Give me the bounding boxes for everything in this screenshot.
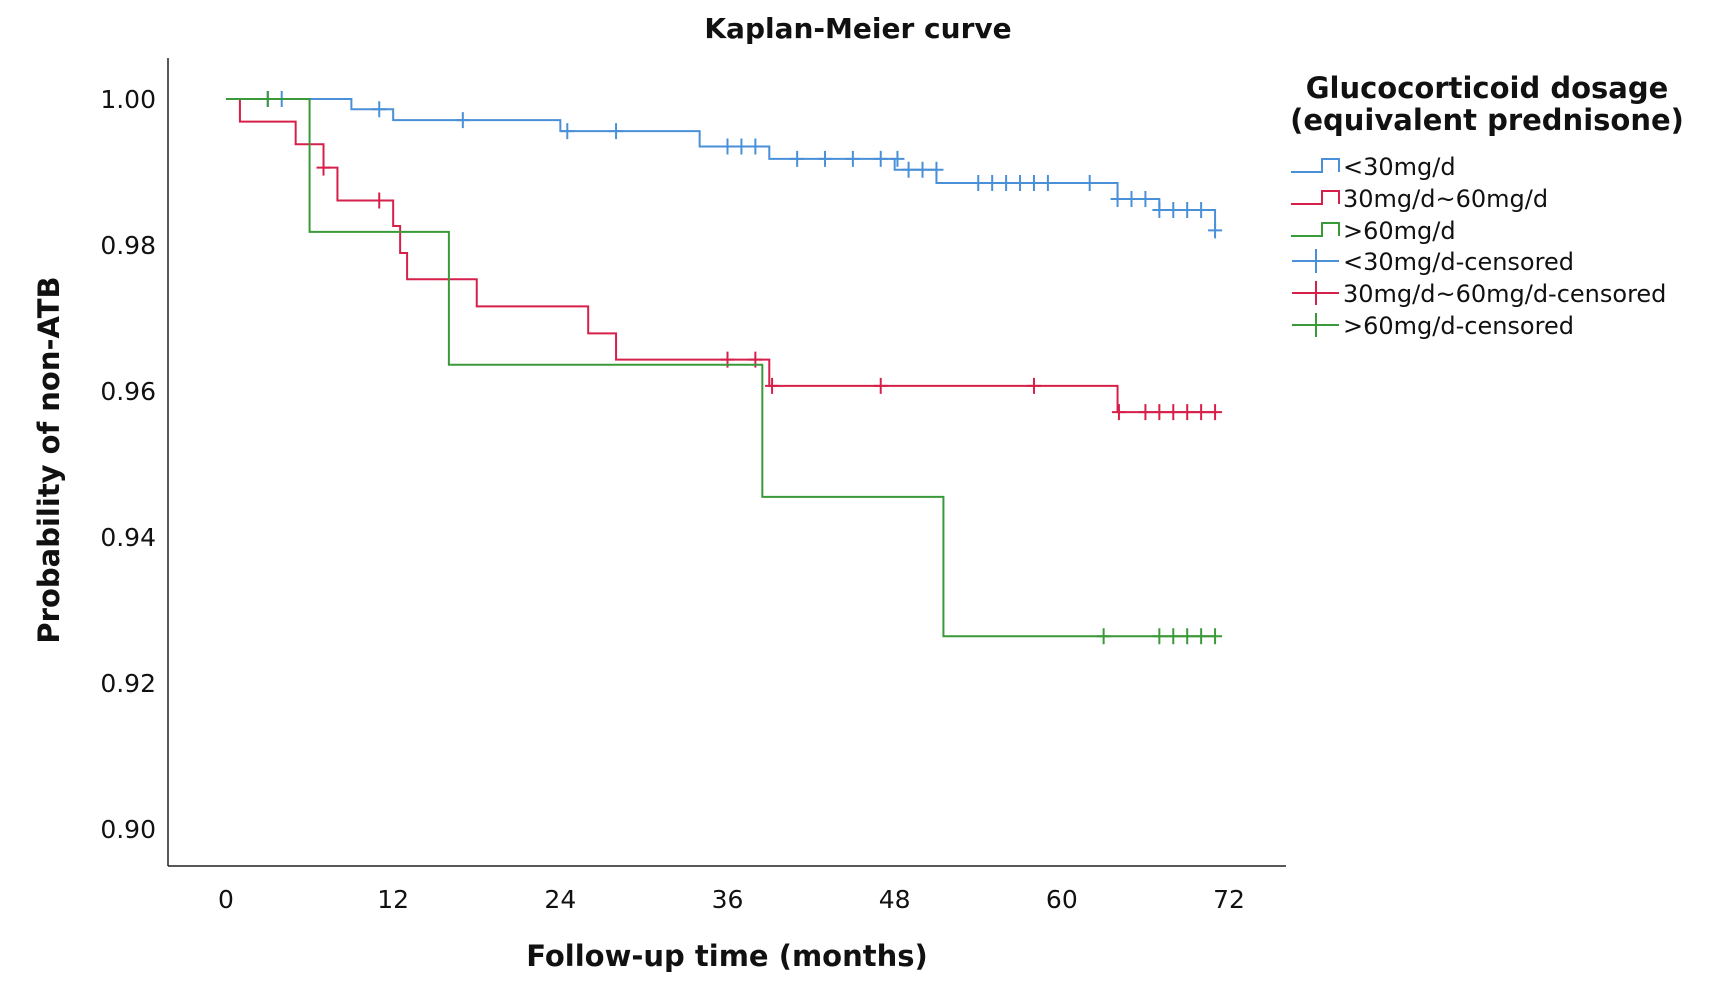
x-tick-label: 36 bbox=[712, 885, 744, 914]
censor-mark bbox=[818, 150, 833, 167]
legend-censor-swatch bbox=[1292, 249, 1339, 273]
legend-entry: >60mg/d-censored bbox=[1292, 312, 1574, 340]
censor-mark bbox=[734, 138, 749, 155]
censor-mark bbox=[748, 138, 763, 155]
censor-mark bbox=[999, 174, 1014, 191]
y-tick-labels: 0.90 0.92 0.94 0.96 0.98 1.00 bbox=[100, 85, 156, 844]
y-tick-label: 0.98 bbox=[100, 231, 156, 260]
censor-mark bbox=[1180, 201, 1195, 218]
y-tick-label: 0.94 bbox=[100, 523, 156, 552]
chart-title: Kaplan-Meier curve bbox=[704, 12, 1011, 45]
y-tick-label: 0.90 bbox=[100, 815, 156, 844]
censor-mark bbox=[609, 123, 624, 140]
series-group bbox=[226, 91, 1223, 239]
censor-mark bbox=[1026, 377, 1041, 394]
censor-mark bbox=[455, 112, 470, 129]
censor-mark bbox=[1194, 404, 1209, 421]
series-group bbox=[226, 98, 1223, 421]
censor-mark bbox=[1166, 628, 1181, 645]
y-tick-label: 1.00 bbox=[100, 85, 156, 114]
censor-mark bbox=[901, 161, 916, 178]
censor-mark bbox=[260, 91, 275, 107]
censor-mark bbox=[1124, 191, 1139, 208]
series-line bbox=[226, 98, 1216, 414]
x-tick-labels: 0 12 24 36 48 60 72 bbox=[218, 885, 1245, 914]
legend-entry: 30mg/d~60mg/d-censored bbox=[1292, 280, 1666, 308]
censor-mark bbox=[1152, 628, 1167, 645]
censor-mark bbox=[1096, 628, 1111, 645]
censor-mark bbox=[1194, 628, 1209, 645]
x-tick-label: 60 bbox=[1046, 885, 1078, 914]
censor-mark bbox=[1152, 404, 1167, 421]
series-group bbox=[226, 91, 1223, 645]
x-tick-label: 48 bbox=[879, 885, 911, 914]
y-tick-label: 0.92 bbox=[100, 669, 156, 698]
censor-mark bbox=[1013, 174, 1028, 191]
y-axis-title: Probability of non-ATB bbox=[32, 276, 66, 643]
legend-step-swatch bbox=[1291, 222, 1340, 237]
legend-censor-swatch bbox=[1292, 281, 1339, 305]
censor-mark bbox=[316, 159, 331, 176]
legend: Glucocorticoid dosage (equivalent predni… bbox=[1290, 71, 1684, 340]
censor-mark bbox=[873, 377, 888, 394]
legend-label: <30mg/d bbox=[1343, 153, 1456, 181]
censor-mark bbox=[1166, 404, 1181, 421]
censor-mark bbox=[1110, 191, 1125, 208]
series-line bbox=[226, 98, 1217, 231]
legend-entries: <30mg/d 30mg/d~60mg/d >60mg/d <30mg/d-censo… bbox=[1291, 153, 1666, 340]
censor-mark bbox=[915, 161, 930, 178]
legend-title-line1: Glucocorticoid dosage bbox=[1306, 71, 1669, 105]
censor-mark bbox=[1138, 191, 1153, 208]
censor-mark bbox=[985, 174, 1000, 191]
censor-mark bbox=[720, 138, 735, 155]
x-tick-label: 24 bbox=[544, 885, 576, 914]
censor-mark bbox=[971, 174, 986, 191]
censor-mark bbox=[1194, 201, 1209, 218]
censor-mark bbox=[1082, 174, 1097, 191]
y-tick-label: 0.96 bbox=[100, 377, 156, 406]
censor-mark bbox=[1208, 628, 1223, 645]
censor-mark bbox=[890, 150, 905, 167]
censor-mark bbox=[1040, 174, 1055, 191]
censor-mark bbox=[372, 101, 387, 118]
censor-mark bbox=[1180, 628, 1195, 645]
series-layer bbox=[226, 91, 1223, 645]
legend-label: >60mg/d bbox=[1343, 217, 1456, 245]
censor-mark bbox=[765, 377, 780, 394]
censor-mark bbox=[1166, 201, 1181, 218]
legend-entry: <30mg/d-censored bbox=[1292, 248, 1574, 276]
censor-mark bbox=[1208, 404, 1223, 421]
censor-mark bbox=[1180, 404, 1195, 421]
censor-mark bbox=[560, 123, 575, 140]
series-line bbox=[226, 98, 1216, 638]
x-tick-label: 0 bbox=[218, 885, 234, 914]
censor-mark bbox=[372, 192, 387, 209]
x-axis-title: Follow-up time (months) bbox=[526, 939, 928, 973]
censor-mark bbox=[929, 161, 944, 178]
legend-label: 30mg/d~60mg/d bbox=[1343, 185, 1548, 213]
legend-step-swatch bbox=[1291, 190, 1340, 205]
legend-entry: >60mg/d bbox=[1291, 217, 1456, 245]
censor-mark bbox=[873, 150, 888, 167]
x-tick-label: 12 bbox=[377, 885, 409, 914]
censor-mark bbox=[1152, 201, 1167, 218]
legend-label: >60mg/d-censored bbox=[1343, 312, 1574, 340]
censor-mark bbox=[790, 150, 805, 167]
legend-step-swatch bbox=[1291, 158, 1340, 173]
x-tick-label: 72 bbox=[1213, 885, 1245, 914]
legend-entry: <30mg/d bbox=[1291, 153, 1456, 181]
censor-mark bbox=[1208, 222, 1223, 239]
censor-mark bbox=[1138, 404, 1153, 421]
legend-censor-swatch bbox=[1292, 313, 1339, 337]
censor-mark bbox=[845, 150, 860, 167]
censor-mark bbox=[1026, 174, 1041, 191]
legend-entry: 30mg/d~60mg/d bbox=[1291, 185, 1548, 213]
legend-title-line2: (equivalent prednisone) bbox=[1290, 103, 1684, 137]
legend-label: 30mg/d~60mg/d-censored bbox=[1343, 280, 1666, 308]
plot-area: 0.90 0.92 0.94 0.96 0.98 1.00 0 12 24 36 48 60 72 bbox=[100, 58, 1286, 914]
legend-label: <30mg/d-censored bbox=[1343, 248, 1574, 276]
censor-mark bbox=[1111, 404, 1126, 421]
